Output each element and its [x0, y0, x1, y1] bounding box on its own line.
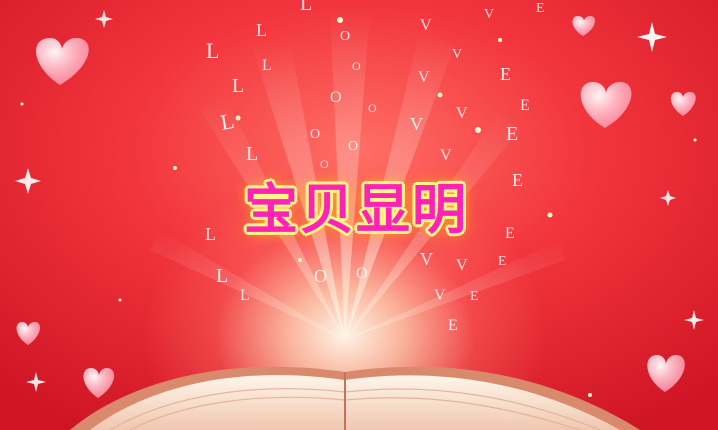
svg-text:E: E	[498, 254, 507, 269]
svg-text:E: E	[506, 123, 518, 145]
heart-icon	[670, 92, 696, 116]
svg-text:L: L	[240, 287, 250, 304]
sparkle-icon	[660, 190, 676, 206]
title-text: 宝贝显明	[244, 178, 468, 241]
svg-text:O: O	[314, 266, 327, 286]
svg-text:L: L	[262, 57, 272, 74]
heart-icon	[580, 82, 632, 128]
svg-text:L: L	[206, 38, 219, 63]
svg-text:E: E	[470, 289, 479, 304]
svg-text:E: E	[512, 170, 523, 190]
svg-text:E: E	[536, 1, 545, 16]
svg-text:L: L	[246, 143, 258, 165]
svg-text:O: O	[320, 157, 329, 171]
svg-text:E: E	[448, 317, 458, 334]
svg-text:O: O	[330, 89, 342, 106]
svg-text:L: L	[232, 75, 244, 97]
sparkle-icon	[26, 372, 46, 392]
svg-text:O: O	[340, 29, 350, 44]
svg-text:V: V	[456, 105, 468, 122]
svg-text:V: V	[420, 249, 433, 269]
sparkle-icon	[637, 22, 667, 52]
sparkle-icon	[15, 168, 41, 194]
svg-text:E: E	[500, 64, 511, 84]
svg-text:E: E	[520, 97, 530, 114]
svg-text:V: V	[484, 7, 494, 22]
svg-text:E: E	[505, 225, 515, 242]
open-book	[70, 366, 640, 430]
sparkle-icon	[684, 310, 704, 330]
svg-text:O: O	[348, 139, 358, 154]
svg-text:O: O	[368, 101, 377, 115]
svg-text:O: O	[352, 59, 361, 73]
heart-icon	[647, 355, 685, 392]
heart-icon	[36, 38, 89, 85]
svg-text:V: V	[452, 47, 462, 62]
heart-icon	[83, 368, 115, 398]
heart-icon	[16, 322, 41, 345]
svg-text:L: L	[300, 0, 312, 15]
svg-text:V: V	[418, 69, 430, 86]
svg-text:L: L	[219, 108, 237, 135]
glow-dots	[20, 17, 697, 397]
svg-text:V: V	[420, 17, 432, 34]
heart-icon	[572, 16, 596, 36]
svg-text:V: V	[434, 287, 446, 304]
svg-text:L: L	[205, 224, 216, 244]
svg-text:V: V	[410, 114, 423, 134]
sparkle-icon	[95, 10, 113, 28]
svg-text:O: O	[356, 265, 368, 282]
svg-text:V: V	[440, 147, 452, 164]
svg-text:O: O	[310, 127, 320, 142]
svg-text:L: L	[256, 20, 267, 40]
flying-letters: L L L L L L L L L L O O O O O O O O O V …	[205, 0, 545, 334]
svg-text:L: L	[216, 265, 228, 287]
svg-text:V: V	[456, 257, 468, 274]
